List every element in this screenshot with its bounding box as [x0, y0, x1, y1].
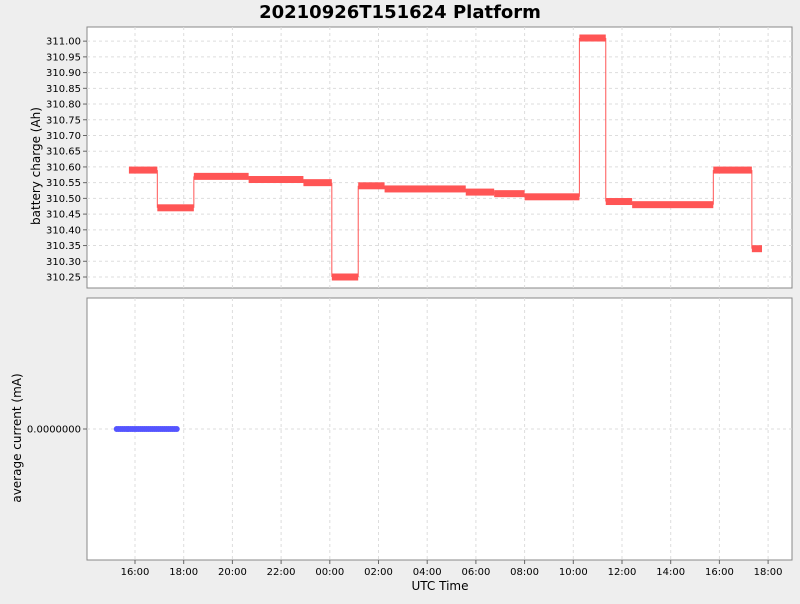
x-tick-label: 10:00: [559, 567, 588, 578]
top-y-tick-label: 310.75: [46, 115, 81, 126]
top-y-tick-label: 310.65: [46, 147, 81, 158]
x-tick-labels: 16:00 18:00 20:00 22:00 00:00 02:00 04:00 06:00…: [121, 560, 783, 578]
top-y-tick-label: 310.95: [46, 52, 81, 63]
top-y-tick-label: 310.85: [46, 84, 81, 95]
top-plot-area: [86, 26, 793, 289]
x-tick-label: 18:00: [169, 567, 198, 578]
chart-title: 20210926T151624 Platform: [259, 2, 541, 23]
x-axis-label: UTC Time: [412, 579, 469, 593]
top-y-tick-label: 310.30: [46, 257, 81, 268]
bottom-y-tick-label: 0.0000000: [27, 425, 81, 436]
charge-segment: [248, 176, 304, 184]
battery-charge-series: [128, 34, 763, 281]
bottom-y-axis-label: average current (mA): [10, 373, 24, 502]
bottom-gridlines: [87, 298, 792, 560]
top-gridlines: [87, 27, 792, 288]
average-current-series: [113, 426, 180, 432]
charge-segment: [579, 34, 606, 42]
charge-segment: [524, 193, 580, 201]
top-y-axis-label: battery charge (Ah): [29, 107, 43, 225]
top-y-tick-label: 310.25: [46, 272, 81, 283]
bottom-plot-area: [86, 297, 793, 561]
charge-segment: [128, 166, 158, 174]
x-tick-label: 18:00: [754, 567, 783, 578]
x-tick-label: 12:00: [608, 567, 637, 578]
charge-segment: [632, 201, 714, 209]
x-tick-label: 02:00: [364, 567, 393, 578]
x-tick-label: 06:00: [461, 567, 490, 578]
x-tick-label: 04:00: [413, 567, 442, 578]
top-y-tick-label: 311.00: [46, 37, 81, 48]
top-y-tick-label: 310.40: [46, 225, 81, 236]
top-y-tick-label: 310.45: [46, 210, 81, 221]
bottom-y-tick-labels: 0.0000000: [27, 425, 87, 436]
top-y-tick-label: 310.90: [46, 68, 81, 79]
top-y-tick-label: 310.50: [46, 194, 81, 205]
x-tick-label: 16:00: [121, 567, 150, 578]
top-y-tick-label: 310.70: [46, 131, 81, 142]
charge-segment: [751, 245, 763, 253]
charge-segment: [605, 198, 633, 206]
charge-segment: [331, 273, 359, 281]
x-tick-label: 20:00: [218, 567, 247, 578]
charge-segment: [713, 166, 752, 174]
top-y-tick-label: 310.60: [46, 162, 81, 173]
x-tick-label: 14:00: [656, 567, 685, 578]
top-y-tick-label: 310.55: [46, 178, 81, 189]
current-point: [173, 426, 180, 432]
top-y-tick-label: 310.80: [46, 100, 81, 111]
x-tick-label: 00:00: [315, 567, 344, 578]
top-y-tick-label: 310.35: [46, 241, 81, 252]
charge-segment: [494, 190, 525, 198]
x-tick-label: 22:00: [267, 567, 296, 578]
x-tick-label: 08:00: [510, 567, 539, 578]
charge-segment: [384, 185, 466, 193]
charge-segment: [465, 188, 495, 196]
charge-segment: [303, 179, 332, 187]
x-tick-label: 16:00: [705, 567, 734, 578]
charge-segment: [358, 182, 385, 190]
top-y-tick-labels: 310.25 310.30 310.35 310.40 310.45 310.50 310.…: [46, 37, 87, 283]
charge-segment: [157, 204, 194, 212]
charge-segment: [193, 172, 249, 180]
